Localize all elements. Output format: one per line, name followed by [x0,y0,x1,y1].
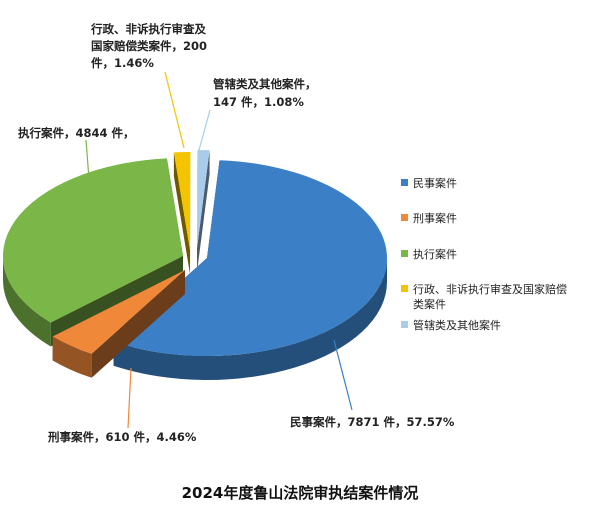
leader-line-administrative [164,71,185,149]
data-label-criminal: 刑事案件，610 件，4.46% [48,430,197,444]
leader-line-civil [333,339,353,411]
pie-slice-administrative [173,152,191,274]
data-labels: 民事案件，7871 件，57.57% 刑事案件，610 件，4.46% 执行案件… [18,22,455,444]
data-label-administrative: 行政、非诉执行审查及 国家赔偿类案件，200 件，1.46% [90,22,211,70]
chart-title: 2024年度鲁山法院审执结案件情况 [182,484,419,502]
svg-text:民事案件: 民事案件 [413,176,457,190]
pie-slice-jurisdiction [197,150,210,272]
pie-slice-criminal [52,270,185,378]
pie-slices [2,150,388,380]
svg-text:刑事案件: 刑事案件 [413,211,457,225]
legend-swatch-enforcement [401,250,408,257]
legend: 民事案件 刑事案件 执行案件 行政、非诉执行审查及国家赔偿 类案件 管辖类及其他… [401,176,571,332]
svg-text:管辖类及其他案件: 管辖类及其他案件 [413,318,501,332]
legend-swatch-jurisdiction [401,321,408,328]
leader-line-criminal [127,367,132,429]
leader-line-enforcement [85,139,91,193]
legend-item-criminal: 刑事案件 [401,211,457,225]
legend-item-enforcement: 执行案件 [401,247,457,261]
data-label-civil: 民事案件，7871 件，57.57% [290,415,455,429]
data-label-enforcement: 执行案件，4844 件， [18,126,135,140]
legend-item-jurisdiction: 管辖类及其他案件 [401,318,501,332]
leader-lines [85,71,353,429]
legend-swatch-administrative [401,285,408,292]
data-label-jurisdiction: 管辖类及其他案件， 147 件，1.08% [213,77,321,109]
svg-text:行政、非诉执行审查及国家赔偿 类案件: 行政、非诉执行审查及国家赔偿 类案件 [413,282,571,311]
leader-line-jurisdiction [198,109,211,151]
legend-swatch-civil [401,179,408,186]
legend-swatch-criminal [401,214,408,221]
legend-item-civil: 民事案件 [401,176,457,190]
svg-text:执行案件: 执行案件 [413,247,457,261]
legend-item-administrative: 行政、非诉执行审查及国家赔偿 类案件 [401,282,571,311]
